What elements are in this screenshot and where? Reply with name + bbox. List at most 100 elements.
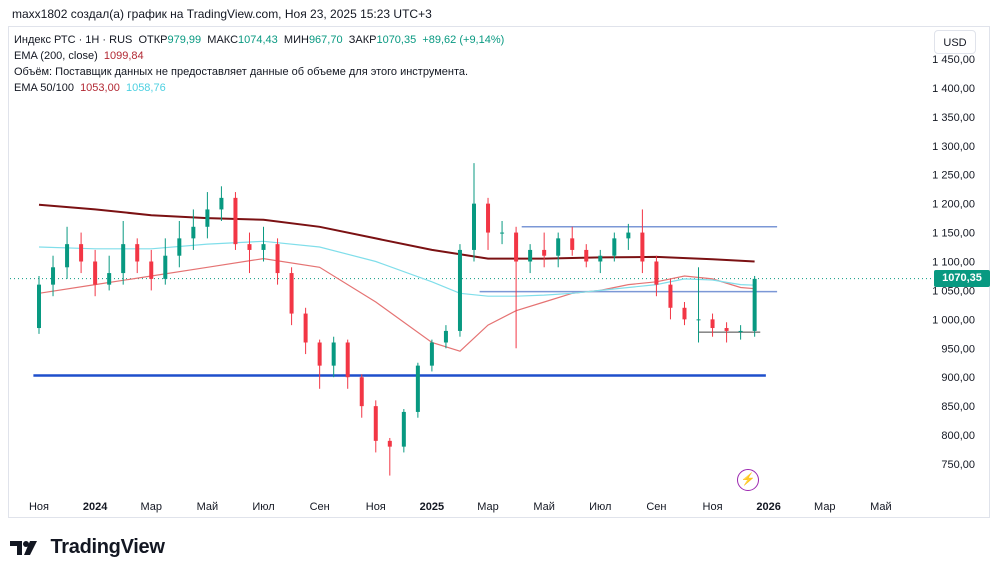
tradingview-logo-icon bbox=[10, 540, 37, 555]
x-tick-label: Июл bbox=[589, 501, 611, 513]
open-value: 979,99 bbox=[167, 34, 202, 46]
last-price-tag: 1070,35 bbox=[934, 270, 990, 287]
candle-body bbox=[598, 255, 603, 262]
y-tick-label: 1 300,00 bbox=[932, 141, 975, 153]
candle-body bbox=[626, 232, 631, 239]
candle-body bbox=[429, 342, 434, 366]
x-tick-label: 2026 bbox=[756, 501, 780, 513]
candle-body bbox=[401, 411, 406, 447]
candle-body bbox=[696, 319, 701, 321]
x-tick-label: Ноя bbox=[366, 501, 386, 513]
low-label: МИН bbox=[283, 34, 309, 46]
candle-body bbox=[457, 249, 462, 331]
x-tick-label: 2024 bbox=[83, 501, 108, 513]
high-value: 1074,43 bbox=[238, 34, 278, 46]
ema-line bbox=[38, 240, 755, 297]
candle-body bbox=[177, 238, 182, 256]
y-tick-label: 1 400,00 bbox=[932, 83, 975, 95]
footer: TradingView bbox=[10, 536, 165, 560]
candle-body bbox=[289, 273, 294, 314]
candle-body bbox=[640, 232, 645, 262]
candle-body bbox=[542, 249, 547, 256]
candle-body bbox=[37, 284, 41, 329]
ema-line bbox=[38, 203, 755, 263]
candle-body bbox=[205, 209, 210, 227]
y-tick-label: 1 100,00 bbox=[932, 257, 975, 269]
candle-body bbox=[303, 313, 308, 343]
x-tick-label: Май bbox=[870, 501, 892, 513]
ema-label: EMA 50/100 bbox=[14, 82, 74, 94]
y-tick-label: 1 250,00 bbox=[932, 170, 975, 182]
x-tick-label: Мар bbox=[477, 501, 499, 513]
y-tick-label: 1 050,00 bbox=[932, 285, 975, 297]
close-value: 1070,35 bbox=[376, 34, 417, 46]
candle-body bbox=[93, 261, 98, 285]
candle-body bbox=[331, 342, 336, 366]
candle-body bbox=[107, 273, 112, 285]
candle-body bbox=[584, 249, 589, 262]
candle-body bbox=[415, 365, 420, 412]
candle-body bbox=[528, 249, 533, 262]
brand-name: TradingView bbox=[50, 536, 165, 558]
candle-body bbox=[556, 238, 561, 256]
candle-body bbox=[79, 244, 84, 262]
low-value: 967,70 bbox=[308, 34, 343, 46]
author-line: maxx1802 создал(а) график на TradingView… bbox=[12, 7, 432, 21]
chart-header: maxx1802 создал(а) график на TradingView… bbox=[0, 0, 1000, 26]
legend-ema-row[interactable]: EMA 50/100 1053,00 1058,76 bbox=[14, 80, 504, 96]
candle-body bbox=[345, 342, 350, 378]
x-tick-label: Мар bbox=[140, 501, 162, 513]
candle-body bbox=[373, 406, 378, 441]
candle-body bbox=[500, 232, 505, 234]
candle-body bbox=[710, 319, 715, 329]
candle-body bbox=[387, 440, 392, 447]
ema50-value: 1053,00 bbox=[80, 82, 120, 94]
legend-ohlc-row: Индекс РТС · 1H · RUS ОТКР979,99 МАКС107… bbox=[14, 32, 504, 48]
chart-legend: Индекс РТС · 1H · RUS ОТКР979,99 МАКС107… bbox=[14, 32, 504, 96]
candle-body bbox=[65, 244, 70, 268]
y-tick-label: 1 150,00 bbox=[932, 228, 975, 240]
y-tick-label: 1 350,00 bbox=[932, 112, 975, 124]
x-tick-label: Ноя bbox=[703, 501, 723, 513]
candle-body bbox=[121, 244, 126, 274]
candle-body bbox=[261, 244, 266, 250]
currency-button[interactable]: USD bbox=[934, 30, 976, 54]
y-tick-label: 750,00 bbox=[941, 459, 975, 471]
legend-ema200-row[interactable]: EMA (200, close) 1099,84 bbox=[14, 48, 504, 64]
volume-note: Объём: Поставщик данных не предоставляет… bbox=[14, 66, 469, 78]
x-tick-label: Май bbox=[197, 501, 219, 513]
ema200-value: 1099,84 bbox=[103, 50, 144, 62]
candle-body bbox=[443, 330, 448, 343]
y-tick-label: 1 450,00 bbox=[932, 54, 975, 66]
candle-body bbox=[738, 330, 743, 332]
x-tick-label: 2025 bbox=[420, 501, 444, 513]
candle-body bbox=[612, 238, 617, 256]
change-value: +89,62 (+9,14%) bbox=[422, 34, 505, 46]
ema200-label: EMA (200, close) bbox=[14, 50, 98, 62]
candle-body bbox=[668, 284, 673, 308]
candle-body bbox=[317, 342, 322, 366]
y-tick-label: 900,00 bbox=[941, 372, 975, 384]
ema100-value: 1058,76 bbox=[125, 82, 166, 94]
candle-body bbox=[275, 244, 280, 274]
symbol-name[interactable]: Индекс РТС · 1H · RUS bbox=[14, 34, 133, 46]
y-tick-label: 1 000,00 bbox=[932, 314, 975, 326]
y-tick-label: 850,00 bbox=[941, 401, 975, 413]
candle-body bbox=[233, 197, 238, 245]
candle-body bbox=[247, 244, 252, 250]
candle-body bbox=[163, 255, 168, 279]
candle-body bbox=[359, 377, 364, 407]
candle-body bbox=[682, 307, 687, 320]
candle-body bbox=[135, 244, 140, 262]
candle-body bbox=[486, 203, 491, 233]
open-label: ОТКР bbox=[138, 34, 168, 46]
high-label: МАКС bbox=[207, 34, 239, 46]
x-tick-label: Май bbox=[533, 501, 555, 513]
lightning-event-icon[interactable]: ⚡ bbox=[737, 469, 759, 491]
candle-body bbox=[724, 328, 729, 331]
ema-line bbox=[38, 257, 755, 352]
candle-body bbox=[219, 197, 224, 210]
y-tick-label: 800,00 bbox=[941, 430, 975, 442]
candle-body bbox=[472, 203, 476, 250]
